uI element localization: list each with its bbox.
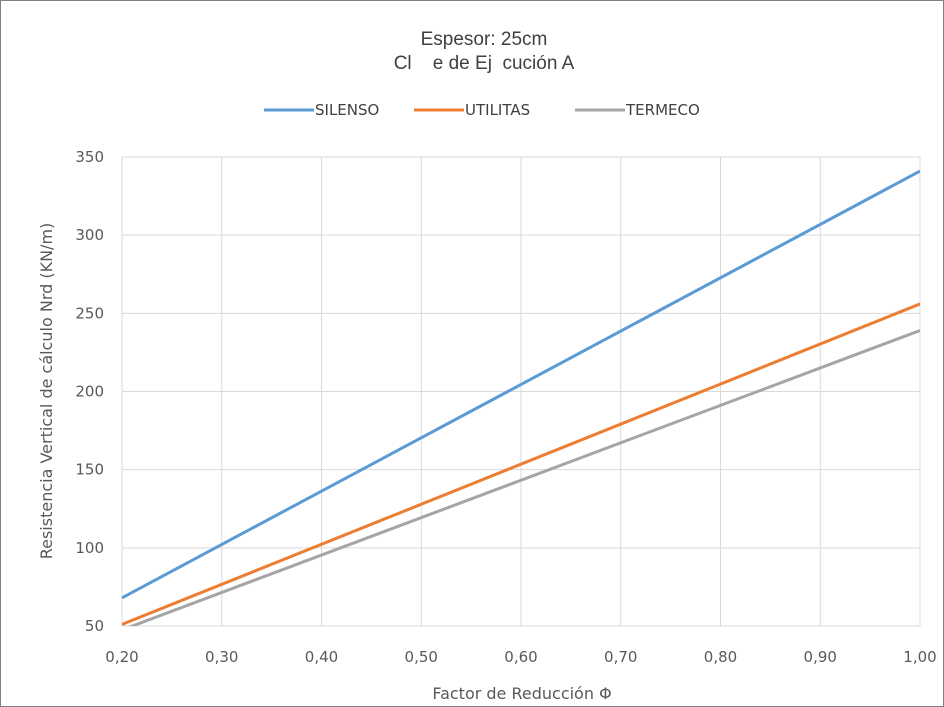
series-lines: [122, 169, 920, 626]
x-tick-label: 0,70: [604, 648, 637, 666]
series-line-termeco: [128, 329, 920, 626]
legend-label: SILENSO: [315, 101, 379, 119]
series-line-silenso: [122, 169, 920, 600]
y-tick-label: 300: [75, 226, 104, 244]
y-axis-ticks: 50 100 150 200 250 300 350: [75, 148, 104, 635]
x-axis-ticks: 0,20 0,30 0,40 0,50 0,60 0,70 0,80 0,90 1,00: [105, 648, 936, 666]
chart-title: Espesor: 25cm: [421, 29, 548, 50]
gridlines: [121, 156, 921, 627]
legend: SILENSO UTILITAS TERMECO: [264, 101, 700, 119]
legend-label: UTILITAS: [465, 101, 530, 119]
y-tick-label: 350: [75, 148, 104, 166]
x-tick-label: 1,00: [903, 648, 936, 666]
y-tick-label: 250: [75, 304, 104, 322]
y-axis-label: Resistencia Vertical de cálculo Nrd (KN/…: [37, 223, 56, 560]
x-tick-label: 0,20: [105, 648, 138, 666]
y-tick-label: 200: [75, 383, 104, 401]
x-tick-label: 0,40: [305, 648, 338, 666]
chart-subtitle: Cl e de Ej cución A: [394, 53, 575, 74]
x-tick-label: 0,30: [205, 648, 238, 666]
y-tick-label: 150: [75, 461, 104, 479]
x-tick-label: 0,60: [504, 648, 537, 666]
x-tick-label: 0,50: [405, 648, 438, 666]
x-tick-label: 0,80: [704, 648, 737, 666]
legend-label: TERMECO: [625, 101, 700, 119]
y-tick-label: 50: [85, 617, 104, 635]
x-axis-label: Factor de Reducción Φ: [432, 684, 611, 703]
x-tick-label: 0,90: [804, 648, 837, 666]
y-tick-label: 100: [75, 539, 104, 557]
series-line-utilitas: [122, 302, 920, 626]
